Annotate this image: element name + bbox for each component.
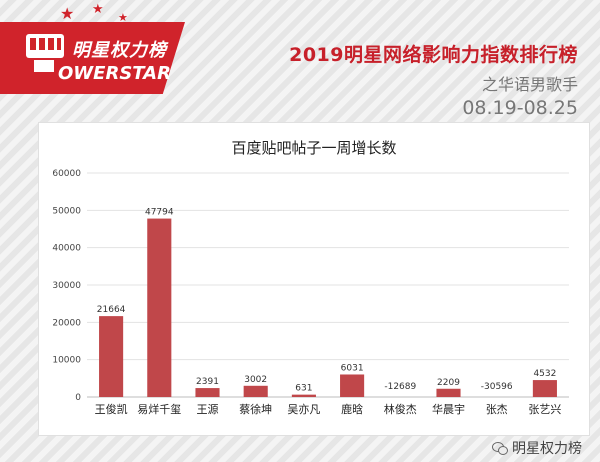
watermark-text: 明星权力榜: [512, 441, 582, 457]
x-tick-label: 张杰: [486, 403, 508, 416]
y-tick-label: 60000: [52, 169, 81, 179]
brand-logo: ★ ★ ★ 明星权力榜 OWERSTAR: [0, 0, 230, 110]
data-label: 631: [295, 384, 312, 394]
bar: [291, 394, 316, 397]
chart-title: 百度贴吧帖子一周增长数: [231, 139, 397, 157]
data-label: 21664: [97, 305, 126, 315]
x-tick-label: 王俊凯: [95, 402, 128, 416]
bar: [243, 385, 268, 397]
y-tick-label: 30000: [52, 281, 81, 291]
data-label: 47794: [145, 208, 174, 218]
data-label: 2209: [437, 378, 460, 388]
bar: [147, 218, 172, 397]
x-tick-label: 林俊杰: [384, 402, 417, 416]
data-label: 4532: [533, 369, 556, 379]
brand-name-en: OWERSTAR: [58, 63, 171, 84]
x-tick-label: 吴亦凡: [287, 402, 320, 416]
data-label: 3002: [244, 375, 267, 385]
y-tick-label: 20000: [52, 318, 81, 328]
chat-bubble-icon: [492, 441, 508, 455]
brand-name-cn: 明星权力榜: [72, 40, 167, 61]
star-icon: ★: [118, 11, 128, 24]
fist-emblem-icon: [26, 34, 64, 72]
page-subtitle: 之华语男歌手: [481, 75, 578, 94]
bar: [532, 380, 557, 397]
y-tick-label: 50000: [52, 206, 81, 216]
bar: [436, 388, 461, 397]
y-tick-label: 40000: [52, 244, 81, 254]
header: 2019明星网络影响力指数排行榜 之华语男歌手 08.19-08.25: [289, 40, 578, 119]
bar: [340, 374, 365, 397]
y-tick-label: 0: [75, 393, 81, 403]
x-tick-label: 华晨宇: [432, 402, 465, 416]
star-icon: ★: [60, 4, 75, 23]
data-label: 6031: [341, 363, 364, 373]
bar: [99, 316, 124, 397]
date-range: 08.19-08.25: [462, 97, 578, 119]
data-label: 2391: [196, 377, 219, 387]
x-tick-label: 张艺兴: [528, 403, 561, 416]
chart-panel: 百度贴吧帖子一周增长数 0 10000 20000 30000 40000 50000 60…: [38, 122, 590, 436]
data-label: -30596: [481, 382, 513, 392]
x-tick-label: 鹿晗: [341, 402, 363, 416]
x-tick-label: 蔡徐坤: [239, 402, 272, 416]
bar-chart: 0 10000 20000 30000 40000 50000 60000 21664 王俊凯 4…: [52, 169, 569, 416]
x-tick-label: 王源: [197, 402, 219, 416]
bar: [195, 388, 220, 397]
y-tick-label: 10000: [52, 356, 81, 366]
page-title: 2019明星网络影响力指数排行榜: [289, 44, 578, 66]
watermark: 明星权力榜: [492, 438, 582, 458]
star-icon: ★: [92, 2, 104, 17]
data-label: -12689: [384, 382, 416, 392]
x-tick-label: 易烊千玺: [137, 402, 181, 416]
